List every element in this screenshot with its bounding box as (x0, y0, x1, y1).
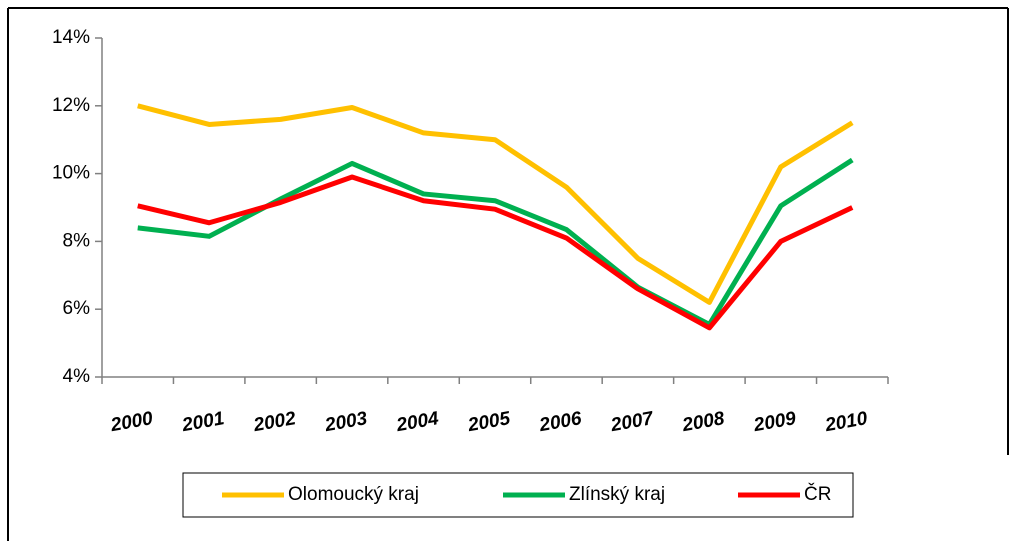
y-tick-label: 10% (52, 163, 90, 184)
y-tick-label: 12% (52, 95, 90, 116)
legend-label: Olomoucký kraj (288, 484, 419, 505)
legend-label: ČR (804, 483, 831, 505)
series-line (137, 103, 854, 305)
legend-label: Zlínský kraj (569, 484, 665, 505)
y-tick-label: 14% (52, 27, 90, 48)
series-line (137, 174, 854, 331)
y-tick-label: 4% (63, 366, 91, 387)
y-tick-label: 8% (63, 230, 91, 251)
y-tick-label: 6% (63, 298, 91, 319)
